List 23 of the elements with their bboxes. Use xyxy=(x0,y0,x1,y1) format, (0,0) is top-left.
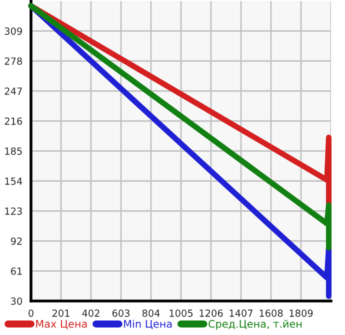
x-tick-label: 804 xyxy=(142,310,160,317)
y-tick-label: 92 xyxy=(10,237,22,245)
y-tick-label: 185 xyxy=(5,147,22,155)
x-tick-label: 1407 xyxy=(230,310,253,317)
y-tick-label: 154 xyxy=(5,178,22,185)
y-tick-label: 247 xyxy=(4,87,22,95)
y-tick-label: 30 xyxy=(11,297,22,305)
x-tick-label: 1809 xyxy=(290,310,313,317)
y-tick-label: 278 xyxy=(4,57,22,65)
y-tick-label: 123 xyxy=(5,207,22,215)
x-tick-label: 1206 xyxy=(200,310,223,317)
x-tick-label: 0 xyxy=(28,310,34,317)
y-tick-label: 216 xyxy=(4,117,22,125)
y-tick-label: 309 xyxy=(4,27,22,35)
x-tick-label: 603 xyxy=(112,310,130,317)
y-tick-label: 61 xyxy=(10,267,22,275)
x-tick-label: 201 xyxy=(52,310,70,317)
x-tick-label: 1005 xyxy=(170,310,193,317)
legend-label: Сред.Цена, т.йен xyxy=(208,320,302,330)
legend-label: Max Цена xyxy=(36,320,87,330)
x-tick-label: 402 xyxy=(82,310,100,317)
x-tick-label: 1608 xyxy=(260,310,283,317)
legend-label: Min Цена xyxy=(124,320,172,330)
